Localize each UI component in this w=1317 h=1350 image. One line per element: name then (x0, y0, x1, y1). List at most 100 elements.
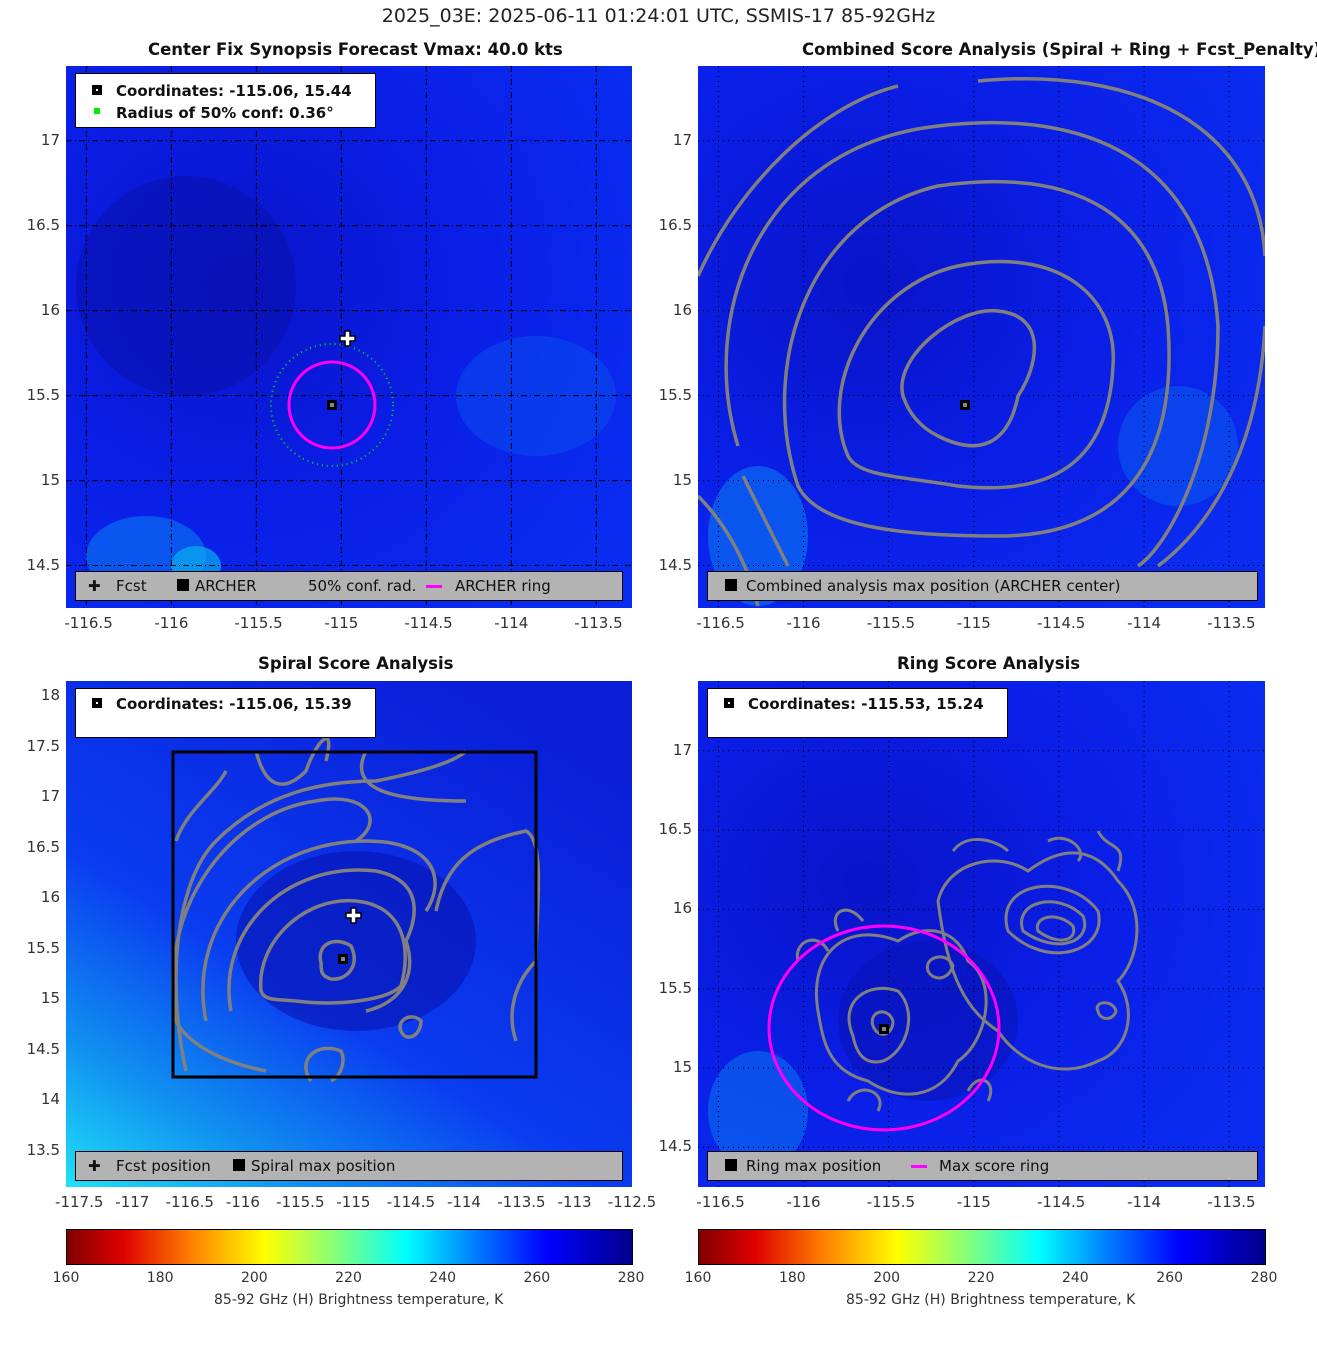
colorbar-tick-label: 260 (523, 1270, 551, 1286)
x-tick-label: -116.5 (696, 614, 745, 632)
ring-max-icon (724, 698, 734, 708)
panel2-bottom-legend: Combined analysis max position (ARCHER c… (707, 571, 1258, 601)
colorbar-right (698, 1229, 1266, 1265)
y-tick-label: 13.5 (26, 1140, 60, 1159)
y-tick-label: 17 (672, 130, 692, 149)
y-tick-label: 15.5 (658, 385, 692, 404)
legend-combined-max: Combined analysis max position (ARCHER c… (746, 577, 1121, 595)
fcst-icon: ✚ (88, 1157, 101, 1175)
panel1-bottom-legend: ✚ Fcst ARCHER 50% conf. rad. ARCHER ring (75, 571, 623, 601)
x-tick-label: -115 (336, 1193, 371, 1211)
x-tick-label: -115.5 (276, 1193, 325, 1211)
x-tick-label: -116.5 (165, 1193, 214, 1211)
y-tick-label: 16.5 (658, 820, 692, 839)
y-tick-label: 16 (40, 888, 60, 907)
colorbar-tick-label: 160 (684, 1270, 712, 1286)
y-tick-label: 15.5 (658, 978, 692, 997)
contours (171, 737, 541, 1083)
y-tick-label: 16 (40, 300, 60, 319)
x-tick-label: -113 (557, 1193, 592, 1211)
y-tick-label: 18 (40, 686, 60, 705)
map-layer (698, 66, 1265, 608)
colorbar-left (66, 1229, 633, 1265)
panel2-title: Combined Score Analysis (Spiral + Ring +… (802, 40, 1317, 59)
colorbar-tick-label: 220 (967, 1270, 995, 1286)
x-tick-label: -113.5 (1207, 1193, 1256, 1211)
archer-marker-icon (92, 85, 102, 95)
x-tick-label: -113.5 (574, 614, 623, 632)
x-tick-label: -114 (1127, 1193, 1162, 1211)
spiral-max-icon (92, 698, 102, 708)
y-tick-label: 15 (672, 470, 692, 489)
legend-ring-max: Ring max position (746, 1157, 882, 1175)
legend-fcst: Fcst (116, 577, 147, 595)
x-tick-label: -116 (225, 1193, 260, 1211)
x-tick-label: -115 (324, 614, 359, 632)
coordinates-text: Coordinates: -115.53, 15.24 (748, 695, 984, 713)
x-tick-label: -115.5 (866, 1193, 916, 1211)
y-tick-label: 14.5 (658, 555, 692, 574)
x-tick-label: -113.5 (497, 1193, 546, 1211)
colorbar-tick-label: 200 (240, 1270, 268, 1286)
y-tick-label: 17.5 (26, 736, 60, 755)
panel1-legend: Coordinates: -115.06, 15.44 Radius of 50… (75, 73, 376, 128)
x-tick-label: -115 (956, 1193, 991, 1211)
panel4-title: Ring Score Analysis (897, 654, 1081, 673)
panel4-legend: Coordinates: -115.53, 15.24 (707, 688, 1008, 738)
y-tick-label: 15.5 (26, 938, 60, 957)
y-tick-label: 16.5 (26, 837, 60, 856)
y-tick-label: 16 (672, 899, 692, 918)
figure-title: 2025_03E: 2025-06-11 01:24:01 UTC, SSMIS… (381, 5, 936, 27)
colorbar-tick-label: 200 (873, 1270, 901, 1286)
panel3-legend: Coordinates: -115.06, 15.39 (75, 688, 376, 738)
x-tick-label: -115.5 (866, 614, 916, 632)
y-tick-label: 14.5 (26, 1039, 60, 1058)
archer-ring (287, 360, 377, 450)
fcst-icon: ✚ (88, 577, 101, 595)
x-tick-label: -114 (446, 1193, 481, 1211)
x-tick-label: -116 (786, 614, 821, 632)
colorbar-left-label: 85-92 GHz (H) Brightness temperature, K (214, 1292, 504, 1308)
legend-archer-ring: ARCHER ring (455, 577, 551, 595)
x-tick-label: -116 (154, 614, 189, 632)
x-tick-label: -116 (786, 1193, 821, 1211)
search-box (171, 750, 538, 1079)
y-tick-label: 17 (40, 787, 60, 806)
x-tick-label: -115.5 (234, 614, 283, 632)
x-tick-label: -114.5 (386, 1193, 436, 1211)
y-tick-label: 14.5 (658, 1137, 692, 1156)
colorbar-tick-label: 160 (52, 1270, 80, 1286)
y-tick-label: 16.5 (26, 215, 60, 234)
colorbar-tick-label: 220 (335, 1270, 362, 1286)
panel1-title: Center Fix Synopsis Forecast Vmax: 40.0 … (148, 40, 563, 59)
colorbar-tick-label: 240 (429, 1270, 457, 1286)
x-tick-label: -113.5 (1207, 614, 1256, 632)
colorbar-tick-label: 240 (1061, 1270, 1089, 1286)
ring-line-icon (911, 1165, 927, 1168)
contours (795, 830, 1139, 1112)
legend-conf-rad: 50% conf. rad. (308, 577, 417, 595)
spiral-score-map (66, 681, 632, 1187)
conf-radius-circle (270, 343, 394, 467)
ring-score-map (698, 681, 1265, 1187)
ring-line-icon (426, 585, 442, 588)
conf-radius-text: Radius of 50% conf: 0.36° (116, 104, 334, 122)
y-tick-label: 16 (672, 300, 692, 319)
legend-archer: ARCHER (195, 577, 257, 595)
x-tick-label: -115 (956, 614, 991, 632)
y-tick-label: 16.5 (658, 215, 692, 234)
x-tick-label: -112.5 (607, 1193, 657, 1211)
x-tick-label: -114 (1127, 614, 1162, 632)
colorbar-tick-label: 280 (617, 1270, 645, 1286)
x-tick-label: -116.5 (64, 614, 113, 632)
spiral-max-icon (233, 1159, 245, 1171)
combined-score-map (698, 66, 1265, 608)
ring-max-icon (725, 1159, 737, 1171)
conf-marker-icon (94, 108, 100, 114)
coordinates-text: Coordinates: -115.06, 15.44 (116, 82, 352, 100)
colorbar-tick-label: 180 (146, 1270, 174, 1286)
y-tick-label: 17 (672, 740, 692, 759)
y-tick-label: 17 (40, 130, 60, 149)
y-tick-label: 14 (40, 1090, 60, 1109)
map-layer (66, 681, 632, 1187)
